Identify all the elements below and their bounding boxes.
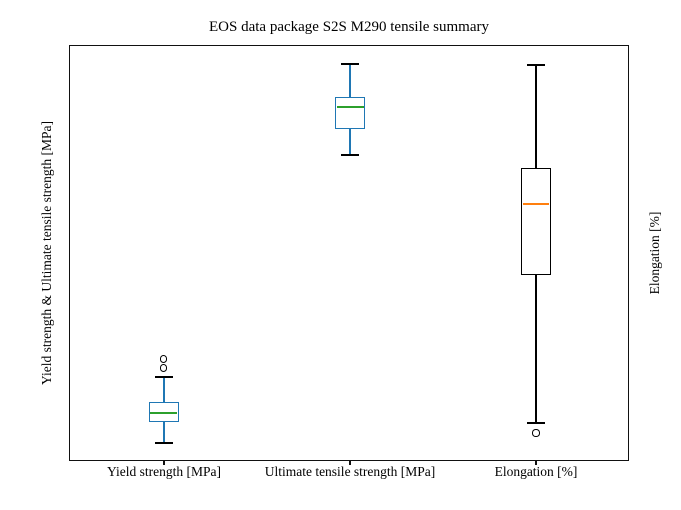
- whisker-upper-ultimate-tensile-strength-mpa: [349, 63, 351, 98]
- cap-upper-yield-strength-mpa: [154, 376, 173, 379]
- outlier-marker-elongation-0: [532, 429, 540, 437]
- x-tick-mark-yield-strength: [163, 461, 165, 465]
- x-tick-label-elongation: Elongation [%]: [494, 464, 578, 479]
- plot-area: [70, 46, 628, 460]
- whisker-upper-elongation: [535, 65, 537, 169]
- box-ultimate-tensile-strength-mpa: [335, 97, 366, 129]
- cap-lower-yield-strength-mpa: [154, 441, 173, 445]
- whisker-lower-ultimate-tensile-strength-mpa: [349, 128, 351, 155]
- whisker-upper-yield-strength-mpa: [162, 377, 165, 403]
- median-line-elongation: [522, 203, 550, 206]
- x-tick-label-ultimate-tensile-strength: Ultimate tensile strength [MPa]: [264, 464, 436, 479]
- x-tick-mark-ultimate-tensile-strength: [349, 461, 351, 465]
- outlier-marker-yield-strength-mpa-1: [160, 355, 168, 363]
- x-tick-label-yield-strength: Yield strength [MPa]: [107, 464, 221, 479]
- median-line-ultimate-tensile-strength-mpa: [336, 105, 364, 108]
- whisker-lower-yield-strength-mpa: [162, 421, 165, 444]
- cap-lower-ultimate-tensile-strength-mpa: [341, 153, 360, 156]
- cap-upper-ultimate-tensile-strength-mpa: [341, 62, 360, 65]
- y-axis-label-left: Yield strength & Ultimate tensile streng…: [39, 121, 54, 385]
- outlier-marker-yield-strength-mpa-0: [160, 364, 168, 372]
- cap-lower-elongation: [526, 422, 545, 425]
- x-tick-mark-elongation: [535, 461, 537, 465]
- chart-title: EOS data package S2S M290 tensile summar…: [209, 19, 489, 35]
- box-elongation: [520, 168, 551, 275]
- median-line-yield-strength-mpa: [150, 411, 178, 414]
- whisker-lower-elongation: [535, 274, 537, 424]
- y-axis-label-right: Elongation [%]: [647, 211, 662, 295]
- cap-upper-elongation: [526, 63, 545, 67]
